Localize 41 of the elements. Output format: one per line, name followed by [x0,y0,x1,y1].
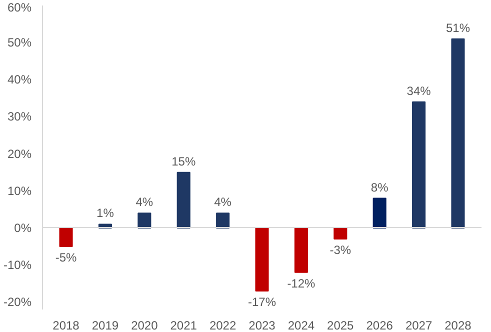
data-label: -5% [55,250,78,264]
bar [255,227,269,292]
bar [451,38,465,228]
data-label: 4% [136,195,154,210]
data-label: -3% [330,243,352,258]
y-tick-label: -20% [3,295,32,310]
bar [412,101,426,228]
y-tick-label: 30% [7,110,32,124]
bar [294,227,308,273]
x-tick-label: 2025 [327,318,354,332]
x-tick-label: 2027 [405,318,432,332]
y-tick-label: 50% [7,36,32,50]
data-label: 1% [96,206,114,220]
bar [216,212,230,228]
x-tick-label: 2020 [131,318,158,332]
x-tick-label: 2018 [52,318,80,332]
x-tick-label: 2028 [444,318,472,332]
x-tick-label: 2019 [92,318,119,332]
y-tick-label: -10% [3,258,32,272]
data-label: 51% [446,20,470,35]
x-tick-label: 2021 [170,318,198,332]
y-tick-label: 20% [7,146,32,161]
data-label: 4% [214,195,232,210]
bar [59,227,73,247]
data-label: 15% [172,154,196,168]
bar [372,198,386,228]
bar [138,212,152,228]
x-tick-label: 2022 [209,318,236,332]
y-tick-label: 60% [7,0,32,14]
bar [176,172,190,228]
data-label: -17% [248,294,276,309]
bar [334,227,348,240]
data-label: -12% [287,276,316,290]
y-tick-label: 40% [7,72,32,87]
x-tick-label: 2024 [288,318,315,332]
y-tick-label: 10% [7,184,32,198]
y-tick-label: 0% [14,220,32,235]
x-tick-label: 2026 [366,318,394,332]
data-label: 8% [370,180,389,194]
x-tick-label: 2023 [248,318,276,332]
data-label: 34% [406,84,432,98]
